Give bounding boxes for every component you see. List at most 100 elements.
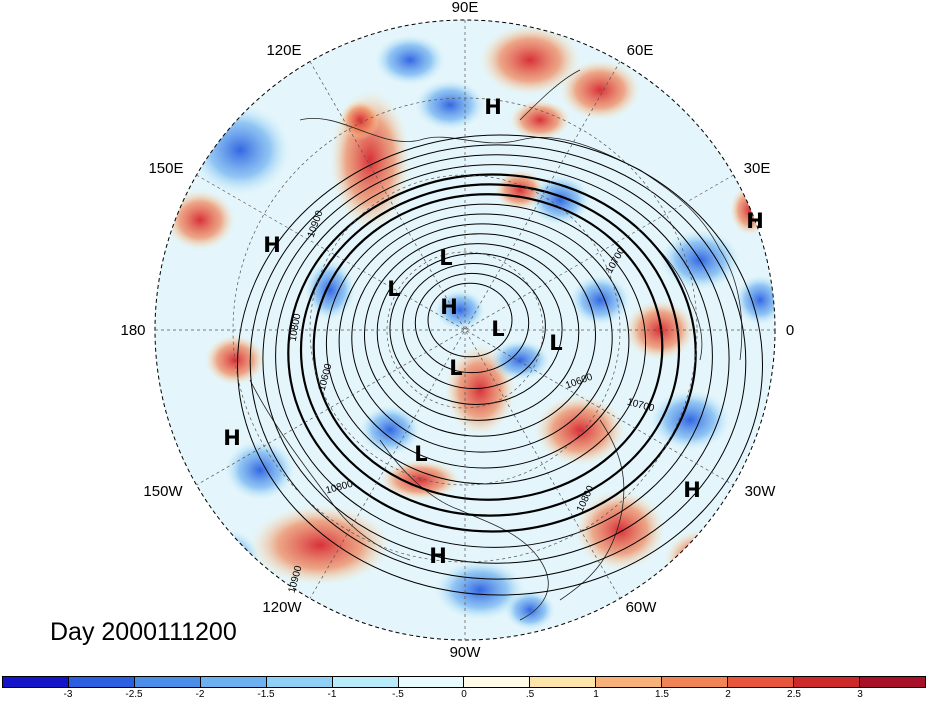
low-marker: L [549, 331, 562, 355]
colorbar-tick-label: .5 [525, 689, 535, 700]
colorbar-swatch [3, 677, 69, 687]
anomaly-patch [305, 260, 355, 320]
colorbar-tick-label: -2 [195, 689, 205, 700]
height-contour [364, 233, 596, 437]
anomaly-patch [535, 395, 625, 465]
colorbar-swatch [662, 677, 729, 687]
anomaly-patch [480, 25, 580, 95]
low-marker: L [387, 277, 400, 301]
lon-label-150w: 150W [143, 483, 183, 500]
colorbar-swatch [794, 677, 860, 687]
anomaly-patch [490, 340, 550, 380]
colorbar-swatch [728, 677, 795, 687]
height-contour [389, 253, 563, 405]
lon-label-180: 180 [120, 322, 145, 339]
colorbar-swatch [530, 677, 597, 687]
high-marker: H [484, 95, 502, 119]
lon-label-120w: 120W [262, 599, 302, 616]
colorbar-tick-label: -.5 [392, 689, 404, 700]
high-marker: H [683, 478, 701, 502]
colorbar-swatch [68, 677, 135, 687]
low-marker: L [491, 317, 504, 341]
colorbar-swatch [134, 677, 201, 687]
low-marker: L [449, 356, 462, 380]
colorbar-swatch [266, 677, 333, 687]
lon-label-0: 0 [786, 322, 794, 339]
graticule [155, 20, 775, 640]
anomaly-patch [665, 530, 735, 590]
anomaly-patch [435, 560, 525, 620]
colorbar-swatch [398, 677, 465, 687]
date-title: Day 2000111200 [50, 618, 237, 646]
colorbar-tick-label: 2.5 [787, 689, 801, 700]
lon-label-90w: 90W [450, 644, 482, 661]
high-marker: H [746, 209, 764, 233]
anomaly-patch [340, 100, 380, 140]
colorbar [2, 676, 926, 688]
height-contour [299, 183, 681, 517]
high-marker: H [223, 426, 241, 450]
colorbar-swatch [200, 677, 267, 687]
anomaly-patch [380, 460, 460, 500]
coastlines [249, 69, 743, 621]
height-contour [312, 193, 664, 501]
height-contour [414, 272, 530, 374]
height-contour [402, 262, 546, 390]
lon-label-150e: 150E [148, 160, 183, 177]
colorbar-tick-label: 1 [593, 689, 599, 700]
high-marker: H [429, 544, 447, 568]
anomaly-patch [575, 490, 665, 570]
contour-label: 10800 [288, 312, 304, 342]
colorbar-tick-label: 1.5 [655, 689, 669, 700]
high-marker: H [440, 295, 458, 319]
anomaly-patch [165, 190, 235, 250]
low-marker: L [439, 246, 452, 270]
colorbar-tick-label: -3 [63, 689, 73, 700]
anomaly-patch [650, 390, 730, 450]
colorbar-swatch [859, 677, 925, 687]
anomaly-patch [225, 440, 295, 500]
anomaly-patch [415, 80, 485, 130]
anomaly-patch [250, 505, 390, 585]
height-contour [351, 223, 613, 453]
anomaly-patch [510, 100, 570, 140]
height-contour [376, 243, 580, 421]
anomaly-patch [505, 590, 555, 630]
anomaly-patch [735, 275, 775, 325]
colorbar-tick-label: -2.5 [125, 689, 143, 700]
anomaly-patch [560, 60, 640, 120]
colorbar-tick-label: 0 [461, 689, 467, 700]
colorbar-swatch [332, 677, 399, 687]
colorbar-swatch [596, 677, 663, 687]
colorbar-tick-label: -1 [327, 689, 337, 700]
height-contour [427, 282, 513, 358]
height-contour [275, 164, 713, 548]
height-contour [262, 154, 730, 564]
lon-label-60w: 60W [626, 599, 658, 616]
height-contours [237, 134, 763, 596]
anomaly-patch [360, 405, 420, 455]
height-contour [249, 144, 747, 580]
lon-label-90e: 90E [452, 0, 479, 16]
anomaly-patch [190, 105, 290, 195]
colorbar-tick-label: 3 [857, 689, 863, 700]
anomaly-patch [200, 530, 260, 590]
lon-label-30e: 30E [744, 160, 771, 177]
longitude-labels: 90E 60E 30E 0 30W 60W 90W 120W 150W 180 … [120, 0, 794, 661]
colorbar-swatch [464, 677, 531, 687]
high-marker: H [263, 233, 281, 257]
anomaly-patch [530, 175, 590, 225]
pressure-centers: H H H H H H H L L L L L L [223, 95, 764, 568]
colorbar-tick-label: 2 [725, 689, 731, 700]
lon-label-120e: 120E [266, 42, 301, 59]
lon-label-60e: 60E [627, 42, 654, 59]
height-contour [287, 173, 697, 533]
anomaly-patch [375, 35, 445, 85]
lon-label-30w: 30W [745, 483, 777, 500]
height-contour [338, 213, 630, 469]
height-contour [237, 134, 763, 596]
low-marker: L [414, 442, 427, 466]
colorbar-ticks: -3 -2.5 -2 -1.5 -1 -.5 0 .5 1 1.5 2 2.5 3 [2, 689, 926, 702]
